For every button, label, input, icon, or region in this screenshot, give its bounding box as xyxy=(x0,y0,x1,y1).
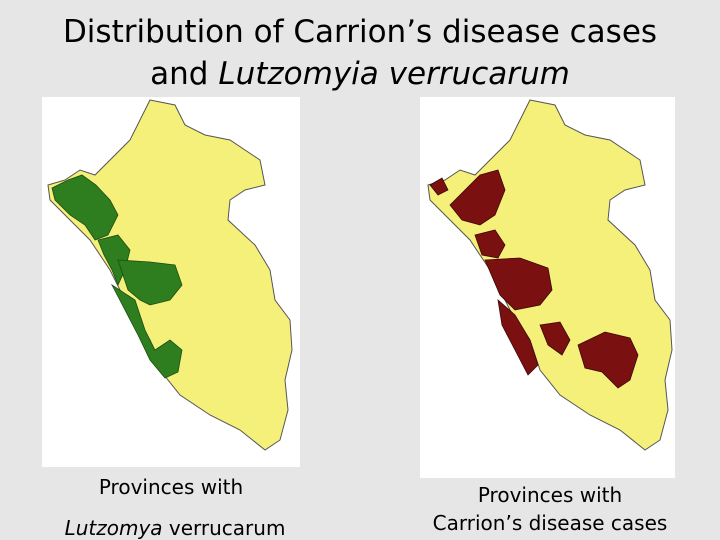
title-prefix: and xyxy=(150,56,209,92)
caption-right-1: Provinces with xyxy=(477,483,623,507)
peru-map-2 xyxy=(427,99,673,451)
lutzomyia-provinces xyxy=(51,174,183,379)
caption-right-2: Carrion’s disease cases xyxy=(432,511,668,535)
caption-species: verrucarum xyxy=(168,516,286,540)
caption-left-1: Provinces with xyxy=(98,475,244,499)
caption-left-2: Lutzomya verrucarum xyxy=(20,516,330,540)
title-line1: Distribution of Carrion’s disease cases xyxy=(62,14,658,50)
title-line2: and Lutzomyia verrucarum xyxy=(0,56,720,92)
caption-genus: Lutzomya xyxy=(64,516,163,540)
title-species: Lutzomyia verrucarum xyxy=(218,56,570,92)
